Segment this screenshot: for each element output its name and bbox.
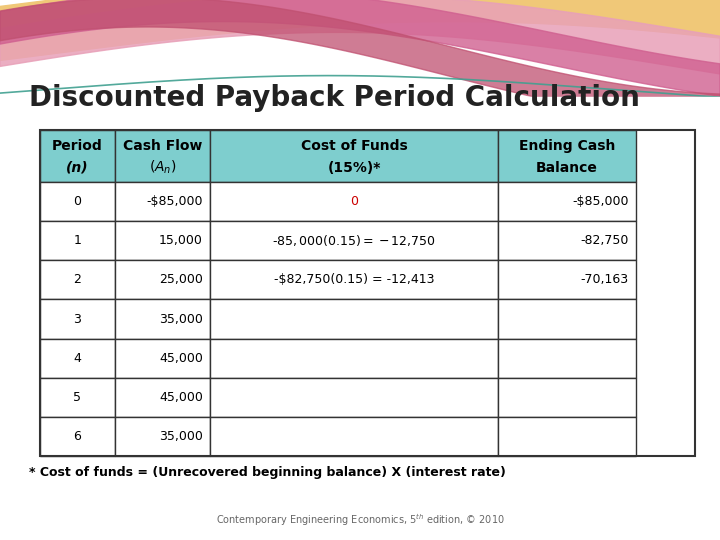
Text: 0: 0 — [350, 195, 358, 208]
Bar — [498, 339, 636, 378]
Text: Cost of Funds: Cost of Funds — [301, 139, 408, 153]
Bar — [40, 417, 115, 456]
Text: -$85,000: -$85,000 — [572, 195, 629, 208]
Bar — [40, 182, 115, 221]
Text: 35,000: 35,000 — [159, 430, 203, 443]
Bar — [40, 339, 115, 378]
Bar — [115, 130, 210, 182]
Bar — [210, 221, 498, 260]
Text: -$82,750(0.15) = -12,413: -$82,750(0.15) = -12,413 — [274, 273, 434, 286]
Text: 45,000: 45,000 — [159, 352, 203, 365]
Text: -70,163: -70,163 — [580, 273, 629, 286]
Bar — [498, 182, 636, 221]
Text: 4: 4 — [73, 352, 81, 365]
Bar — [40, 260, 115, 300]
Bar — [40, 130, 115, 182]
Bar — [210, 130, 498, 182]
Text: (n): (n) — [66, 160, 89, 174]
Bar — [115, 378, 210, 417]
Text: 2: 2 — [73, 273, 81, 286]
Bar — [498, 260, 636, 300]
Text: 1: 1 — [73, 234, 81, 247]
Text: -$85,000: -$85,000 — [146, 195, 203, 208]
Bar — [115, 417, 210, 456]
Text: -82,750: -82,750 — [580, 234, 629, 247]
Bar — [40, 221, 115, 260]
Text: 35,000: 35,000 — [159, 313, 203, 326]
Text: Balance: Balance — [536, 160, 598, 174]
Bar — [115, 182, 210, 221]
Bar — [210, 417, 498, 456]
Bar — [498, 130, 636, 182]
Text: 15,000: 15,000 — [159, 234, 203, 247]
Text: Contemporary Engineering Economics, 5$^{th}$ edition, © 2010: Contemporary Engineering Economics, 5$^{… — [215, 512, 505, 528]
Text: Discounted Payback Period Calculation: Discounted Payback Period Calculation — [29, 84, 639, 112]
Text: * Cost of funds = (Unrecovered beginning balance) X (interest rate): * Cost of funds = (Unrecovered beginning… — [29, 466, 505, 479]
Text: 5: 5 — [73, 391, 81, 404]
Text: $(A_n)$: $(A_n)$ — [148, 159, 176, 177]
Text: -$85,000(0.15) = -$12,750: -$85,000(0.15) = -$12,750 — [272, 233, 436, 248]
Bar — [40, 300, 115, 339]
Text: 0: 0 — [73, 195, 81, 208]
Text: 45,000: 45,000 — [159, 391, 203, 404]
Bar — [210, 182, 498, 221]
Bar — [115, 221, 210, 260]
Text: 25,000: 25,000 — [159, 273, 203, 286]
Bar — [498, 378, 636, 417]
Bar — [210, 260, 498, 300]
Text: Period: Period — [52, 139, 103, 153]
Text: Cash Flow: Cash Flow — [123, 139, 202, 153]
Bar — [498, 417, 636, 456]
Text: 3: 3 — [73, 313, 81, 326]
Text: (15%)*: (15%)* — [328, 160, 381, 174]
Bar — [498, 221, 636, 260]
Bar — [210, 378, 498, 417]
Bar — [498, 300, 636, 339]
Bar — [210, 300, 498, 339]
Bar — [210, 339, 498, 378]
Bar — [115, 339, 210, 378]
Text: Ending Cash: Ending Cash — [519, 139, 615, 153]
Text: 6: 6 — [73, 430, 81, 443]
Bar — [115, 300, 210, 339]
Bar — [40, 378, 115, 417]
Bar — [115, 260, 210, 300]
Bar — [40, 130, 695, 456]
